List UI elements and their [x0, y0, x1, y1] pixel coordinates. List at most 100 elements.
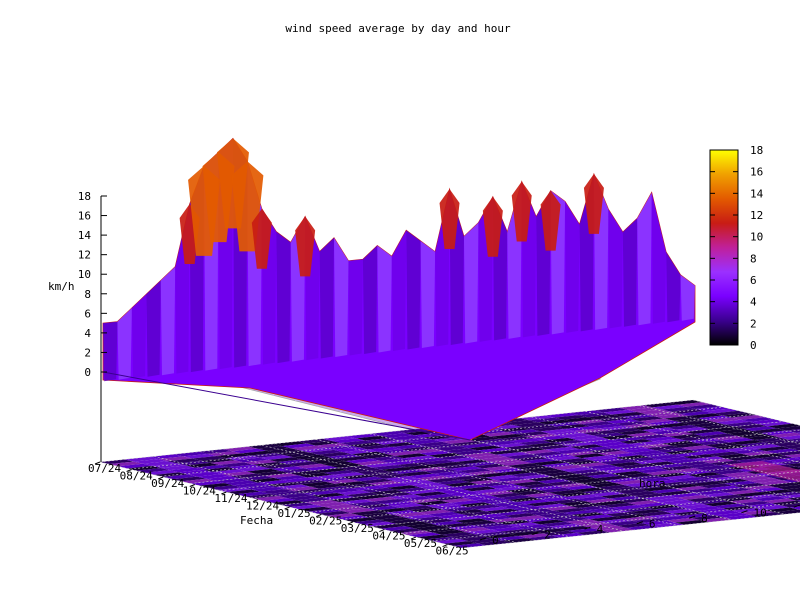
heatmap-cell — [248, 443, 283, 449]
heatmap-cell — [587, 507, 622, 513]
heatmap-cell — [361, 453, 395, 459]
heatmap-cell — [551, 498, 585, 504]
heatmap-cell — [237, 466, 272, 472]
heatmap-cell — [591, 491, 626, 497]
heatmap-cell — [210, 460, 245, 465]
heatmap-cell — [682, 454, 717, 459]
heatmap-cell — [397, 496, 432, 502]
heatmap-cell — [428, 452, 463, 458]
heatmap-cell — [785, 429, 800, 433]
heatmap-cell — [620, 473, 655, 478]
heatmap-cell — [179, 469, 213, 475]
heatmap-cell — [528, 510, 563, 516]
heatmap-cell — [490, 526, 525, 532]
heatmap-cell — [531, 519, 565, 525]
heatmap-cell — [192, 455, 226, 461]
heatmap-cell — [298, 472, 333, 478]
heatmap-cell — [676, 461, 711, 466]
heatmap-cell — [266, 448, 301, 453]
heatmap-cell — [679, 411, 714, 416]
surface-facet — [334, 237, 349, 358]
heatmap-cell — [386, 485, 421, 490]
heatmap-cell — [364, 496, 398, 502]
heatmap-cell — [405, 523, 440, 529]
z-tick-label: 6 — [84, 307, 91, 320]
heatmap-cell — [370, 489, 405, 495]
y-tick-label: 0 — [492, 534, 499, 547]
heatmap-cell — [655, 447, 690, 453]
x-tick-label: 05/25 — [404, 537, 437, 550]
heatmap-cell — [502, 538, 537, 543]
heatmap-cell — [570, 444, 604, 450]
heatmap-cell — [435, 480, 470, 485]
heatmap-cell — [271, 500, 306, 505]
heatmap-cell — [614, 514, 649, 519]
heatmap-cell — [269, 491, 304, 496]
heatmap-cell — [595, 475, 630, 481]
heatmap-cell — [617, 430, 651, 435]
heatmap-cell — [488, 517, 523, 523]
heatmap-cell — [654, 506, 689, 512]
x-tick-label: 11/24 — [214, 492, 247, 505]
heatmap-cell — [154, 472, 189, 478]
heatmap-cell — [789, 506, 800, 510]
heatmap-cell — [295, 463, 330, 469]
colorbar-tick-label: 0 — [750, 339, 757, 352]
heatmap-cell — [429, 520, 464, 526]
heatmap-cell — [795, 466, 800, 468]
heatmap-cell — [244, 493, 279, 499]
heatmap-cell — [577, 471, 612, 477]
heatmap-cell — [597, 450, 632, 456]
heatmap-cell — [580, 514, 615, 520]
heatmap-cell — [633, 459, 668, 465]
heatmap-cell — [375, 508, 410, 513]
colorbar-tick-label: 14 — [750, 187, 764, 200]
heatmap-cell — [693, 431, 728, 437]
heatmap-cell — [504, 420, 539, 425]
heatmap-cell — [339, 499, 374, 505]
heatmap-cell — [430, 461, 465, 467]
heatmap-cell — [627, 500, 662, 505]
heatmap-cell — [714, 478, 749, 484]
heatmap-cell — [347, 433, 381, 439]
x-tick-label: 10/24 — [183, 485, 216, 498]
heatmap-cell — [500, 436, 534, 441]
heatmap-cell — [133, 458, 168, 464]
y-tick-mark — [584, 526, 591, 530]
heatmap-cell — [484, 533, 519, 539]
heatmap-cell — [467, 470, 501, 476]
heatmap-cell — [711, 435, 746, 441]
heatmap-cell — [329, 463, 364, 468]
heatmap-cell — [459, 536, 494, 542]
heatmap-cell — [282, 443, 316, 449]
heatmap-cell — [599, 459, 634, 465]
heatmap-cell — [741, 451, 776, 456]
heatmap-cell — [601, 527, 635, 533]
heatmap-cell — [462, 452, 497, 458]
heatmap-cell — [405, 430, 440, 436]
heatmap-cell — [546, 514, 581, 520]
heatmap-cell — [549, 430, 584, 436]
heatmap-cell — [408, 473, 443, 479]
heatmap-cell — [626, 466, 661, 471]
heatmap-cell — [309, 483, 344, 489]
heatmap-cell — [272, 441, 307, 447]
heatmap-cell — [276, 484, 310, 490]
x-tick-label: 06/25 — [436, 545, 469, 558]
heatmap-cell — [650, 522, 685, 528]
heatmap-cell — [109, 461, 143, 467]
heatmap-cell — [451, 475, 486, 481]
heatmap-cell — [797, 441, 800, 443]
heatmap-cell — [215, 478, 249, 484]
heatmap-cell — [575, 496, 610, 502]
heatmap-cell — [426, 443, 460, 449]
heatmap-cell — [648, 420, 683, 426]
heatmap-cell — [289, 470, 324, 476]
heatmap-cell — [702, 433, 737, 439]
heatmap-cell — [360, 512, 394, 518]
heatmap-cell — [333, 447, 368, 453]
heatmap-cell — [636, 409, 671, 415]
colorbar-tick-label: 16 — [750, 166, 763, 179]
heatmap-cell — [425, 536, 460, 542]
heatmap-cell — [570, 478, 605, 484]
